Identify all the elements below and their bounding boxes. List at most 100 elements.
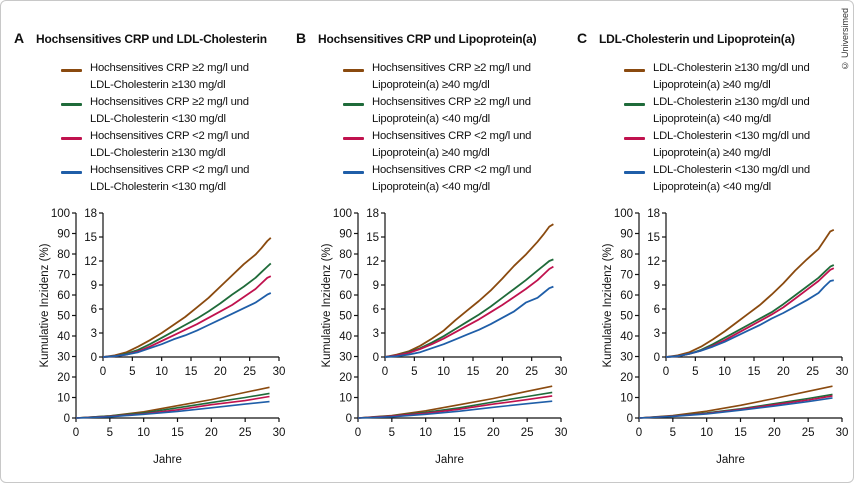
outer-y-tick-label: 20: [57, 372, 70, 384]
y-axis-label: Kumulative Inzidenz (%): [602, 243, 614, 367]
inset-x-tick-label: 25: [243, 366, 256, 378]
legend-swatch: [343, 137, 364, 140]
inset-y-tick-label: 6: [91, 304, 97, 316]
outer-x-tick-label: 0: [355, 427, 361, 439]
series-line: [384, 265, 554, 358]
legend-swatch: [624, 171, 645, 174]
full-scale-series-line: [638, 397, 833, 419]
inset-y-tick-label: 3: [91, 328, 97, 340]
outer-x-tick-label: 20: [768, 427, 781, 439]
legend-swatch: [624, 69, 645, 72]
outer-x-tick-label: 15: [171, 427, 184, 439]
legend-swatch: [343, 171, 364, 174]
x-axis-label: Jahre: [716, 454, 745, 466]
inset-y-tick-label: 3: [373, 328, 379, 340]
inset-y-tick-label: 0: [654, 352, 660, 364]
legend-item: Hochsensitives CRP <2 mg/l und Lipoprotei…: [296, 164, 556, 198]
legend-line1: LDL-Cholesterin <130 mg/dl und: [653, 130, 810, 142]
legend-line1: Hochsensitives CRP ≥2 mg/l und: [372, 96, 531, 108]
outer-y-tick-label: 70: [620, 270, 633, 282]
outer-y-tick-label: 20: [620, 372, 633, 384]
series-line: [102, 237, 272, 358]
panel-letter: A: [14, 30, 24, 46]
full-scale-series-line: [75, 386, 270, 419]
outer-x-tick-label: 30: [273, 427, 286, 439]
outer-x-tick-label: 5: [389, 427, 395, 439]
full-scale-series-line: [75, 392, 270, 419]
outer-y-tick-label: 100: [614, 208, 633, 220]
legend-item: Hochsensitives CRP ≥2 mg/l und LDL-Choles…: [14, 96, 274, 130]
legend-line2: Lipoprotein(a) ≥40 mg/dl: [372, 79, 490, 91]
inset-x-tick-label: 10: [718, 366, 731, 378]
legend-line2: Lipoprotein(a) <40 mg/dl: [372, 113, 490, 125]
series-line: [665, 228, 835, 358]
legend-item: Hochsensitives CRP <2 mg/l und LDL-Choles…: [14, 130, 274, 164]
inset-y-tick-label: 12: [647, 256, 660, 268]
outer-x-tick-label: 25: [802, 427, 815, 439]
inset-x-tick-label: 5: [129, 366, 135, 378]
legend-line2: Lipoprotein(a) <40 mg/dl: [372, 181, 490, 193]
legend-line1: Hochsensitives CRP <2 mg/l und: [90, 130, 250, 142]
outer-y-tick-label: 40: [57, 331, 70, 343]
legend-line1: Hochsensitives CRP ≥2 mg/l und: [372, 62, 531, 74]
legend-item: Hochsensitives CRP ≥2 mg/l und Lipoprotei…: [296, 96, 556, 130]
inset-x-tick-label: 5: [692, 366, 698, 378]
outer-y-tick-label: 100: [51, 208, 70, 220]
outer-y-tick-label: 10: [620, 393, 633, 405]
inset-x-tick-label: 20: [496, 366, 509, 378]
outer-y-tick-label: 50: [339, 311, 352, 323]
series-line: [102, 292, 272, 358]
legend-item: Hochsensitives CRP ≥2 mg/l und LDL-Choles…: [14, 62, 274, 96]
legend-line2: LDL-Cholesterin ≥130 mg/dl: [90, 147, 226, 159]
panel-c: C LDL-Cholesterin und Lipoprotein(a) LDL-…: [577, 0, 854, 483]
panel-letter: C: [577, 30, 587, 46]
outer-y-tick-label: 100: [333, 208, 352, 220]
legend-line2: LDL-Cholesterin ≥130 mg/dl: [90, 79, 226, 91]
y-axis-label: Kumulative Inzidenz (%): [321, 243, 333, 367]
outer-y-tick-label: 40: [339, 331, 352, 343]
inset-x-tick-label: 5: [411, 366, 417, 378]
outer-y-tick-label: 30: [339, 352, 352, 364]
legend-item: Hochsensitives CRP ≥2 mg/l und Lipoprotei…: [296, 62, 556, 96]
inset-y-tick-label: 9: [654, 280, 660, 292]
outer-x-tick-label: 25: [239, 427, 252, 439]
legend-line1: Hochsensitives CRP ≥2 mg/l und: [90, 96, 249, 108]
inset-x-tick-label: 0: [663, 366, 669, 378]
outer-y-tick-label: 20: [339, 372, 352, 384]
outer-x-tick-label: 15: [453, 427, 466, 439]
inset-x-tick-label: 30: [836, 366, 849, 378]
outer-y-tick-label: 0: [627, 413, 633, 425]
inset-x-tick-label: 0: [382, 366, 388, 378]
inset-y-tick-label: 15: [366, 232, 379, 244]
legend-line2: LDL-Cholesterin <130 mg/dl: [90, 181, 226, 193]
outer-y-tick-label: 90: [620, 229, 633, 241]
panel-a: A Hochsensitives CRP und LDL-Cholesterin …: [14, 0, 294, 483]
panel-title-text: LDL-Cholesterin und Lipoprotein(a): [599, 32, 795, 46]
outer-x-tick-label: 20: [487, 427, 500, 439]
legend-line1: Hochsensitives CRP <2 mg/l und: [90, 164, 250, 176]
legend-line2: Lipoprotein(a) ≥40 mg/dl: [372, 147, 490, 159]
inset-x-tick-label: 10: [155, 366, 168, 378]
inset-x-tick-label: 30: [555, 366, 568, 378]
outer-y-tick-label: 60: [57, 290, 70, 302]
legend-line1: Hochsensitives CRP <2 mg/l und: [372, 164, 532, 176]
inset-y-tick-label: 18: [366, 208, 379, 220]
inset-x-tick-label: 20: [777, 366, 790, 378]
full-scale-series-line: [357, 395, 553, 419]
outer-x-tick-label: 15: [734, 427, 747, 439]
inset-y-tick-label: 6: [654, 304, 660, 316]
legend-line1: LDL-Cholesterin ≥130 mg/dl und: [653, 96, 810, 108]
legend-line1: Hochsensitives CRP ≥2 mg/l und: [90, 62, 249, 74]
inset-y-tick-label: 15: [647, 232, 660, 244]
panel-title: B Hochsensitives CRP und Lipoprotein(a): [296, 30, 537, 46]
outer-y-tick-label: 70: [57, 270, 70, 282]
inset-x-tick-label: 25: [525, 366, 538, 378]
legend-line1: LDL-Cholesterin <130 mg/dl und: [653, 164, 810, 176]
outer-x-tick-label: 30: [836, 427, 849, 439]
x-axis-label: Jahre: [435, 454, 464, 466]
full-scale-series-line: [75, 400, 270, 419]
inset-y-tick-label: 3: [654, 328, 660, 340]
outer-y-tick-label: 80: [57, 249, 70, 261]
inset-x-tick-label: 30: [273, 366, 286, 378]
